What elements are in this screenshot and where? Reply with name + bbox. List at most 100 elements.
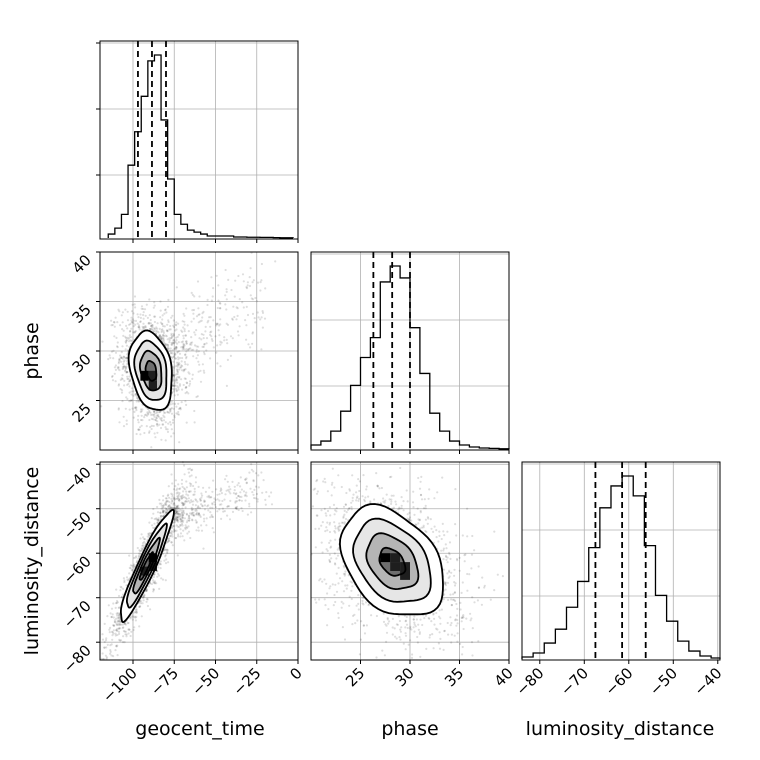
scatter-point [375, 472, 378, 475]
scatter-point [172, 375, 175, 378]
scatter-point [141, 547, 144, 551]
scatter-point [178, 384, 182, 387]
scatter-point [233, 295, 236, 298]
scatter-point [174, 380, 177, 383]
scatter-point [166, 509, 169, 513]
scatter-point [126, 336, 129, 339]
scatter-point [160, 329, 163, 332]
scatter-point [150, 582, 153, 586]
scatter-point [317, 527, 321, 530]
scatter-point [162, 325, 165, 328]
scatter-point [219, 487, 222, 490]
scatter-point [159, 426, 163, 430]
scatter-point [181, 330, 184, 333]
scatter-point [413, 623, 416, 626]
scatter-point [233, 489, 236, 492]
scatter-point [125, 357, 128, 360]
scatter-point [181, 514, 184, 517]
scatter-point [157, 517, 160, 520]
scatter-point [326, 624, 329, 627]
scatter-point [118, 310, 121, 313]
scatter-point [385, 640, 388, 643]
scatter-point [348, 488, 351, 491]
scatter-point [349, 580, 352, 583]
scatter-point [471, 534, 474, 538]
scatter-point [406, 517, 409, 520]
scatter-point [173, 506, 176, 510]
scatter-point [456, 622, 459, 625]
scatter-point [422, 507, 426, 510]
scatter-point [338, 528, 341, 531]
scatter-point [257, 474, 260, 477]
scatter-point [164, 507, 167, 510]
scatter-point [248, 505, 251, 508]
scatter-point [153, 522, 156, 525]
scatter-point [168, 339, 171, 342]
scatter-point [182, 529, 185, 532]
scatter-point [390, 498, 393, 501]
scatter-point [122, 415, 125, 418]
scatter-point [185, 490, 188, 493]
scatter-point [115, 617, 118, 620]
scatter-point [175, 405, 178, 408]
scatter-point [116, 654, 119, 657]
scatter-point [148, 298, 151, 301]
scatter-point [453, 581, 456, 584]
scatter-point [229, 335, 233, 338]
scatter-point [187, 468, 190, 471]
scatter-point [121, 400, 124, 403]
scatter-point [171, 335, 174, 338]
scatter-point [249, 267, 252, 270]
scatter-point [212, 346, 215, 349]
scatter-point [453, 568, 456, 571]
scatter-point [392, 506, 395, 509]
scatter-point [133, 410, 136, 413]
scatter-point [326, 490, 329, 493]
scatter-point [209, 506, 212, 509]
scatter-point [417, 628, 420, 631]
scatter-point [192, 312, 195, 315]
scatter-point [376, 484, 379, 487]
scatter-point [316, 490, 319, 493]
scatter-point [443, 582, 446, 585]
scatter-point [202, 369, 205, 372]
scatter-point [183, 473, 186, 476]
scatter-point [175, 390, 178, 393]
scatter-point [441, 522, 444, 526]
scatter-point [342, 572, 345, 576]
scatter-point [203, 504, 207, 507]
scatter-point [178, 497, 181, 500]
scatter-point [378, 487, 381, 490]
scatter-point [216, 344, 219, 347]
scatter-point [162, 506, 165, 509]
scatter-point [197, 526, 200, 529]
scatter-point [415, 618, 418, 621]
scatter-point [170, 341, 173, 345]
scatter-point [173, 365, 176, 368]
scatter-point [141, 542, 145, 545]
scatter-point [165, 503, 168, 506]
scatter-point [204, 325, 207, 328]
scatter-point [157, 572, 160, 576]
scatter-point [148, 410, 151, 414]
scatter-point [172, 342, 175, 345]
scatter-point [350, 597, 353, 601]
scatter-point [152, 413, 155, 417]
scatter-point [234, 279, 237, 282]
scatter-point [143, 593, 146, 596]
scatter-point [406, 513, 409, 516]
scatter-point [143, 538, 147, 541]
scatter-point [179, 515, 182, 518]
scatter-point [157, 566, 160, 569]
scatter-point [248, 502, 251, 505]
scatter-point [164, 511, 167, 514]
scatter-point [209, 496, 212, 499]
scatter-point [453, 598, 456, 602]
scatter-point [449, 557, 452, 561]
scatter-point [143, 326, 146, 329]
scatter-point [153, 327, 156, 330]
scatter-point [172, 367, 175, 370]
scatter-point [156, 420, 159, 423]
scatter-point [179, 407, 182, 410]
scatter-point [381, 649, 384, 652]
